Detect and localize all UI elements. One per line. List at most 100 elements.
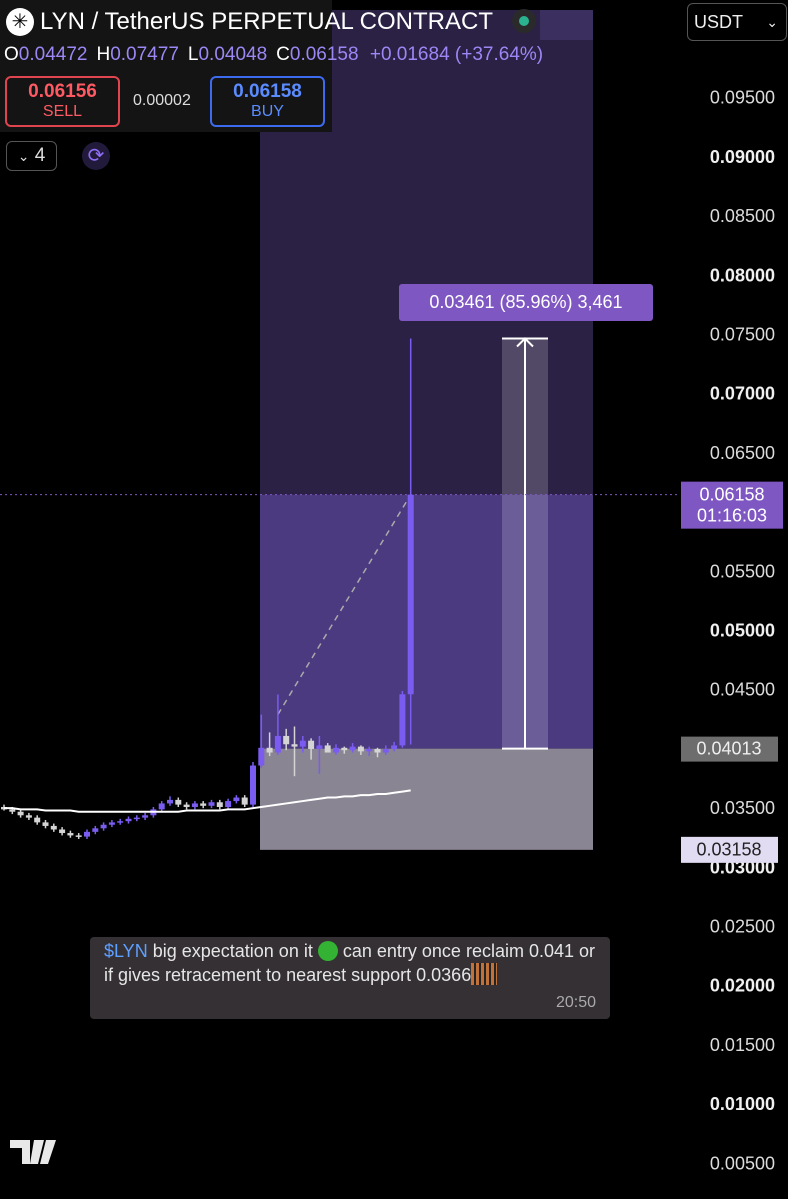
candle-body xyxy=(9,809,16,812)
interval-button[interactable]: ⌄ 4 xyxy=(6,141,57,171)
sell-label: SELL xyxy=(42,103,83,120)
candle-body xyxy=(75,835,82,837)
y-tick-label: 0.05500 xyxy=(710,561,775,581)
currency-select[interactable]: USDT ⌄ xyxy=(687,3,787,41)
ticker: $LYN xyxy=(104,941,148,961)
symbol: LYN / TetherUS PERPETUAL CONTRACT xyxy=(40,8,493,35)
spread: 0.00002 xyxy=(133,92,191,109)
measure-label: 0.03461 (85.96%) 3,461 xyxy=(429,292,622,312)
candle-body xyxy=(216,802,223,807)
candle-body xyxy=(100,824,107,829)
candle-body xyxy=(250,765,256,805)
status-dot xyxy=(519,16,529,26)
candle-body xyxy=(117,821,124,823)
chevron: ⌄ xyxy=(766,14,778,30)
entry-tag-label: 0.04013 xyxy=(696,738,761,758)
price-tag xyxy=(681,481,783,529)
coin-icon: ✳ xyxy=(6,8,34,36)
moving-average xyxy=(4,789,411,813)
candle-body xyxy=(382,748,389,753)
y-tick-label: 0.03500 xyxy=(710,798,775,818)
change: +0.01684 (+37.64%) xyxy=(369,44,544,65)
ohlc: O0.04472 H0.07477 L0.04048 C0.06158 xyxy=(4,44,359,65)
candle-body xyxy=(274,735,281,753)
candle-body xyxy=(25,815,32,818)
target-zone-top xyxy=(540,10,593,40)
stop-tag-label: 0.03158 xyxy=(696,840,761,860)
y-tick-label: 0.02500 xyxy=(710,917,775,937)
candle-body xyxy=(233,797,240,802)
sell-price: 0.06156 xyxy=(28,81,97,102)
sell-button[interactable]: 0.06156 SELL xyxy=(5,76,120,127)
ohlc-value: 0.07477 xyxy=(110,44,179,65)
candle-body xyxy=(241,797,248,805)
message-text: big expectation on it xyxy=(152,941,313,961)
candle-body xyxy=(142,815,149,818)
y-tick-label: 0.06500 xyxy=(710,443,775,463)
candle-body xyxy=(391,745,398,749)
arrow-head xyxy=(516,337,534,348)
candle-body xyxy=(200,803,207,806)
y-tick-label: 0.02000 xyxy=(710,976,775,996)
ohlc-key: L xyxy=(187,44,199,65)
y-tick-label: 0.05000 xyxy=(710,621,775,641)
buy-button[interactable]: 0.06158 BUY xyxy=(210,76,325,127)
ohlc-row: O0.04472 H0.07477 L0.04048 C0.06158 +0.0168… xyxy=(4,44,543,66)
candle-body xyxy=(42,822,49,826)
stop-tag xyxy=(681,836,778,863)
candle-body xyxy=(308,740,315,749)
countdown: 01:16:03 xyxy=(697,505,767,525)
candle-body xyxy=(399,694,406,746)
y-tick-label: 0.08500 xyxy=(710,206,775,226)
candle-body xyxy=(258,747,265,766)
candle-body xyxy=(283,735,290,745)
trend-line xyxy=(277,494,412,715)
ohlc-key: H xyxy=(96,44,111,65)
y-tick-label: 0.07000 xyxy=(710,384,775,404)
chevron: ⌄ xyxy=(17,148,30,164)
candle-body xyxy=(324,745,331,753)
buy-price: 0.06158 xyxy=(233,81,302,102)
candle-body xyxy=(133,817,140,820)
ohlc-value: 0.04048 xyxy=(198,44,268,65)
y-tick-label: 0.09500 xyxy=(710,88,775,108)
candle-body xyxy=(17,811,24,816)
candle-body xyxy=(349,746,356,751)
candle-body xyxy=(191,803,198,807)
time: 20:50 xyxy=(555,994,596,1011)
candle-body xyxy=(357,746,364,752)
candle-body xyxy=(158,803,165,810)
header-panel xyxy=(0,0,332,132)
message-text: can entry once reclaim 0.041 or if gives… xyxy=(104,941,596,985)
candle-body xyxy=(291,744,298,747)
entry-tag xyxy=(681,736,778,762)
candle-body xyxy=(299,740,306,747)
profit-zone xyxy=(260,494,593,749)
refresh-button[interactable]: ⟳ xyxy=(82,142,110,170)
y-tick-label: 0.00500 xyxy=(710,1153,775,1173)
candle-body xyxy=(341,747,348,751)
status xyxy=(512,9,536,33)
ohlc-value: 0.06158 xyxy=(289,44,359,65)
candle-body xyxy=(92,828,99,832)
candle-body xyxy=(108,822,115,825)
plot: 0.09500 0.09000 0.08500 0.08000 0.07500 0.070… xyxy=(0,10,783,1173)
emoji xyxy=(317,941,338,961)
candle-body xyxy=(175,799,182,805)
candle-body xyxy=(125,818,132,822)
emoji xyxy=(471,963,498,985)
y-tick-label: 0.09000 xyxy=(710,147,775,167)
y-tick-label: 0.01500 xyxy=(710,1035,775,1055)
candle-body xyxy=(50,825,57,830)
measure-label-box xyxy=(399,284,653,321)
candle-body xyxy=(59,829,66,834)
price-tag-label: 0.06158 xyxy=(699,484,764,504)
ohlc-key: O xyxy=(4,44,19,65)
ohlc-value: 0.04472 xyxy=(18,44,88,65)
interval: 4 xyxy=(34,145,46,166)
candle-body xyxy=(208,802,215,806)
y-tick-label: 0.01000 xyxy=(710,1094,775,1114)
currency: USDT xyxy=(694,12,743,32)
candle-body xyxy=(225,801,232,807)
